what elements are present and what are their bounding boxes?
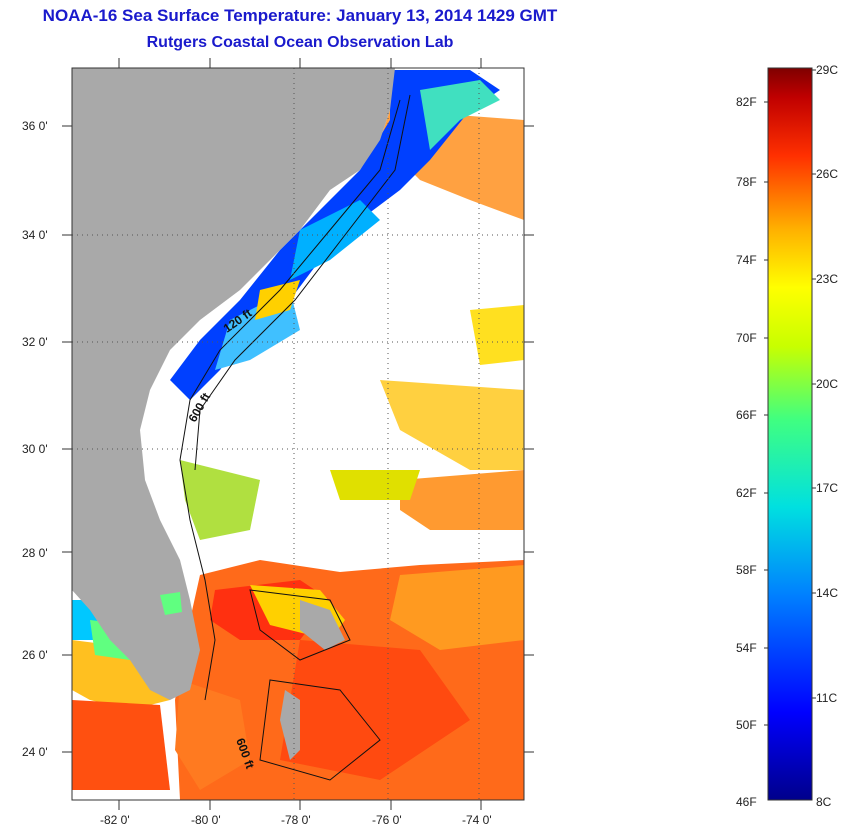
page-title: NOAA-16 Sea Surface Temperature: January…	[42, 6, 558, 25]
lake	[160, 592, 182, 615]
lon-tick-label: -82 0'	[100, 813, 130, 827]
land-mass	[72, 68, 395, 700]
lat-tick-label: 34 0'	[22, 228, 48, 242]
lat-tick-label: 26 0'	[22, 648, 48, 662]
map-frame	[71, 67, 525, 801]
lon-tick-label: -76 0'	[372, 813, 402, 827]
lat-tick-label: 30 0'	[22, 442, 48, 456]
lon-tick-label: -78 0'	[281, 813, 311, 827]
frame-ticks	[62, 58, 534, 810]
sst-mid-ocean	[180, 110, 524, 540]
sst-warm-region	[72, 560, 524, 800]
lon-tick-label: -80 0'	[191, 813, 221, 827]
latitude-axis: 36 0' 34 0' 32 0' 30 0' 28 0' 26 0' 24 0…	[22, 119, 48, 759]
lat-tick-label: 32 0'	[22, 335, 48, 349]
lat-tick-label: 36 0'	[22, 119, 48, 133]
lat-tick-label: 28 0'	[22, 546, 48, 560]
map-grid	[72, 68, 524, 800]
lat-tick-label: 24 0'	[22, 745, 48, 759]
longitude-axis: -82 0' -80 0' -78 0' -76 0' -74 0'	[100, 813, 492, 827]
island	[280, 690, 300, 760]
page-subtitle: Rutgers Coastal Ocean Observation Lab	[146, 34, 454, 51]
bathymetry-contours	[179, 94, 411, 781]
island	[300, 600, 345, 650]
lon-tick-label: -74 0'	[462, 813, 492, 827]
